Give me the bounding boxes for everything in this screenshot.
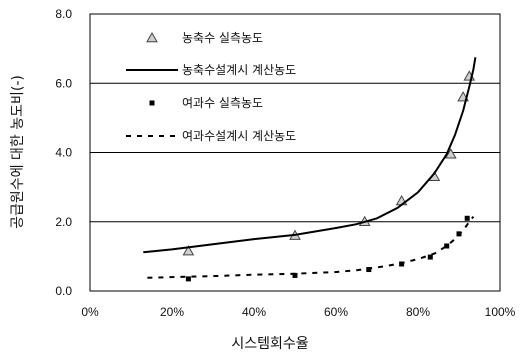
grid-lines: [90, 82, 500, 223]
legend-symbol-square: [149, 100, 155, 106]
legend-symbol-triangle: [146, 31, 158, 43]
series-1: [143, 57, 477, 254]
data-point-square: [185, 276, 191, 282]
legend-label: 여과수설계시 계산농도: [182, 129, 296, 143]
legend-label: 농축수설계시 계산농도: [182, 63, 296, 77]
y-axis-title: 공급원수에 대한 농도비(-): [10, 75, 26, 229]
y-tick-label: 4.0: [55, 146, 72, 160]
x-tick-label: 20%: [160, 305, 184, 319]
data-point-triangle: [182, 245, 195, 256]
data-point-triangle: [395, 194, 408, 206]
legend-label: 여과수 실측농도: [182, 96, 263, 110]
series-marks: [143, 57, 477, 282]
data-point-square: [464, 215, 470, 221]
series-3: [147, 215, 475, 279]
legend-label: 농축수 실측농도: [182, 31, 263, 45]
y-tick-label: 8.0: [55, 7, 72, 21]
y-tick-label: 6.0: [55, 76, 72, 90]
series-line: [143, 57, 477, 254]
y-tick-label: 2.0: [55, 215, 72, 229]
series-dashed-line: [147, 215, 475, 279]
x-tick-label: 60%: [324, 305, 348, 319]
x-axis-title: 시스템회수율: [231, 336, 308, 352]
data-point-square: [427, 254, 433, 260]
x-tick-label: 0%: [81, 305, 99, 319]
data-point-square: [444, 243, 450, 249]
data-point-triangle: [444, 148, 457, 159]
x-tick-label: 40%: [242, 305, 266, 319]
x-tick-label: 100%: [485, 305, 516, 319]
data-point-square: [292, 272, 298, 278]
plot-frame: [89, 13, 501, 292]
tick-labels: 0.0 2.0 4.0 6.0 8.0 0% 20% 40% 60% 80% 100%: [55, 7, 515, 319]
y-tick-label: 0.0: [55, 284, 72, 298]
x-tick-label: 80%: [406, 305, 430, 319]
